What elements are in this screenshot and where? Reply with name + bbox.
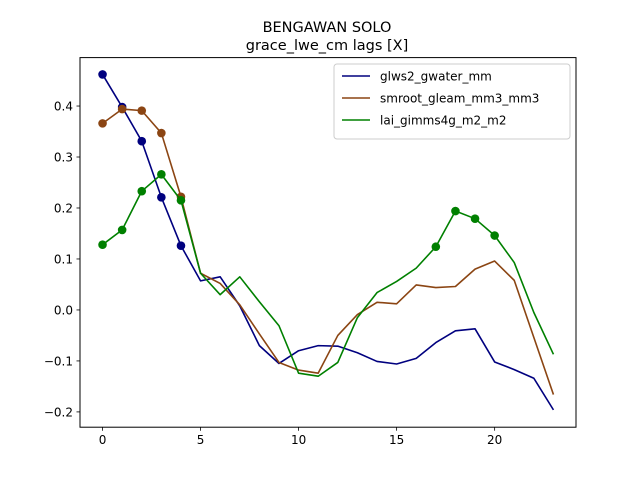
series-2-point <box>157 128 166 138</box>
x-tick-label: 20 <box>487 433 502 447</box>
plot-frame <box>79 57 577 428</box>
series-line-1 <box>101 74 555 411</box>
y-tick-label: 0.0 <box>54 303 73 317</box>
legend-label-1: glws2_gwater_mm <box>380 70 492 84</box>
chart-title: BENGAWAN SOLO <box>263 20 392 36</box>
series-1-point <box>157 192 166 202</box>
plot-series <box>98 70 555 411</box>
series-2-point <box>117 104 127 114</box>
x-tick-label: 10 <box>291 433 306 447</box>
series-2-point <box>98 119 107 128</box>
x-tick-label: 5 <box>197 433 205 447</box>
series-3-point <box>470 214 480 223</box>
x-tick-label: 15 <box>389 433 404 447</box>
y-axis: −0.2 −0.1 0.0 0.1 0.2 0.3 0.4 <box>44 100 80 419</box>
x-tick-label: 0 <box>99 433 107 447</box>
y-tick-label: 0.4 <box>54 100 73 114</box>
legend-label-2: smroot_gleam_mm3_mm3 <box>380 92 539 106</box>
series-line-3 <box>102 173 555 378</box>
series-3-point <box>176 196 186 205</box>
y-tick-label: 0.3 <box>54 151 73 165</box>
series-3-point <box>490 231 499 240</box>
legend: glws2_gwater_mm smroot_gleam_mm3_mm3 lai_g… <box>333 63 571 140</box>
series-3-point <box>451 206 460 216</box>
y-tick-label: −0.1 <box>44 354 73 368</box>
legend-label-3: lai_gimms4g_m2_m2 <box>380 114 507 128</box>
y-tick-label: 0.1 <box>54 252 73 266</box>
series-1-point <box>137 136 147 146</box>
series-3-point <box>157 170 166 179</box>
y-tick-label: −0.2 <box>44 405 73 419</box>
series-3-point <box>117 225 127 235</box>
series-1-point <box>98 70 107 79</box>
series-1-point <box>176 241 186 251</box>
y-tick-label: 0.2 <box>54 201 73 215</box>
series-3-point <box>431 242 441 252</box>
legend-box <box>333 63 571 140</box>
chart-subtitle: grace_lwe_cm lags [X] <box>246 38 409 54</box>
series-3-point <box>98 240 107 249</box>
x-axis: 0 5 10 15 20 <box>99 427 502 447</box>
series-2-point <box>137 106 147 115</box>
series-line-2 <box>102 108 555 395</box>
series-3-point <box>137 186 147 196</box>
